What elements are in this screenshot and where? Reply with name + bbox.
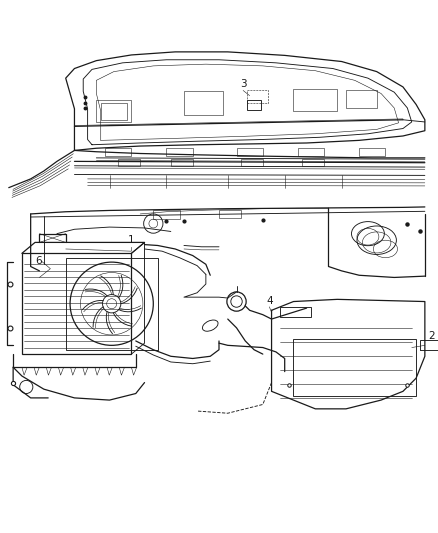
Bar [237,148,263,156]
Bar [346,90,377,108]
Bar [153,211,180,219]
Bar [298,148,324,156]
Bar [280,307,311,317]
Bar [420,340,438,350]
Text: 1: 1 [128,236,135,246]
Bar [302,159,324,166]
Bar [105,148,131,156]
Bar [219,211,241,219]
Bar [22,253,131,354]
Bar [96,100,131,122]
Bar [247,101,261,110]
Text: 3: 3 [240,79,247,89]
Bar [66,258,158,350]
Bar [241,159,263,166]
Text: 2: 2 [428,331,435,341]
Text: 4: 4 [266,296,273,306]
Bar [293,89,337,111]
Bar [247,90,268,103]
Bar [171,159,193,166]
Bar [118,159,140,166]
Bar [101,103,127,120]
Bar [166,148,193,156]
Bar [293,339,416,395]
Bar [359,148,385,156]
Text: 6: 6 [35,256,42,266]
Bar [184,91,223,115]
